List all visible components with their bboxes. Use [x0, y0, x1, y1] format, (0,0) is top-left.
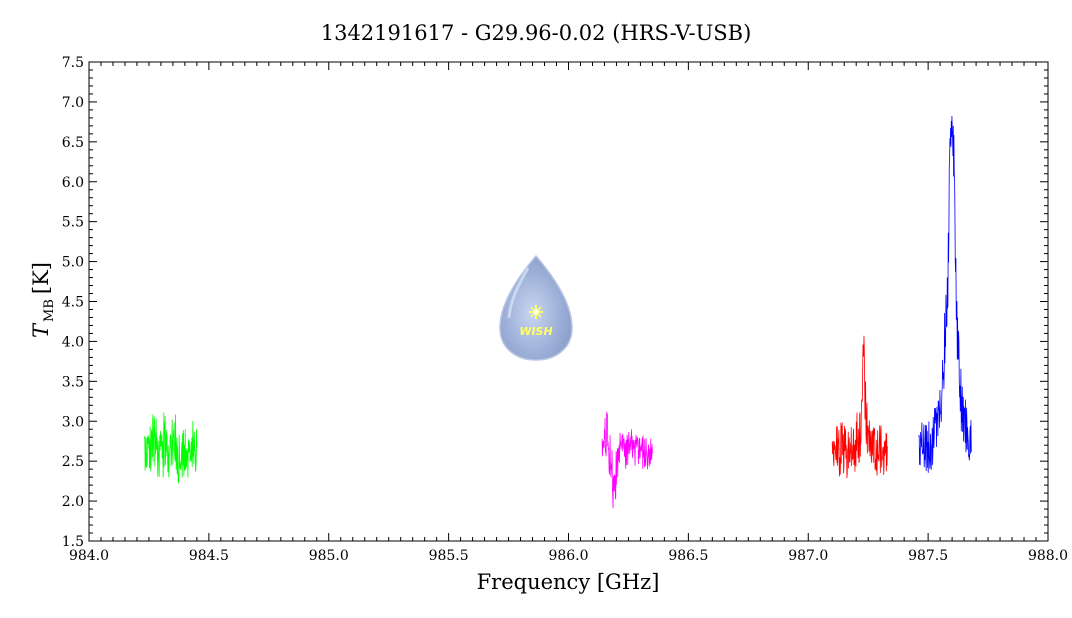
x-tick-label: 985.5: [429, 548, 469, 564]
y-tick-label: 2.5: [62, 454, 84, 470]
y-tick-label: 5.5: [62, 215, 84, 231]
plot-series: [144, 115, 972, 509]
y-tick-label: 4.0: [62, 334, 84, 350]
drop-highlight: [507, 267, 530, 319]
watermark-text: WISH: [519, 325, 552, 338]
spectrum-series-4: [918, 115, 972, 473]
x-tick-label: 985.0: [309, 548, 349, 564]
y-tick-label: 7.0: [62, 95, 84, 111]
plot-frame: [88, 61, 1049, 542]
y-label-subscript: MB: [42, 299, 57, 322]
x-tick-label: 984.0: [69, 548, 109, 564]
y-tick-label: 4.5: [62, 295, 84, 311]
y-label-unit: [K]: [29, 262, 53, 294]
y-tick-label: 1.5: [62, 534, 84, 550]
y-label-symbol: T: [29, 322, 53, 338]
y-tick-label: 3.0: [62, 414, 84, 430]
spectrum-series-3: [831, 335, 888, 479]
spectrum-series-1: [144, 412, 198, 484]
x-tick-label: 987.5: [908, 548, 948, 564]
y-tick-label: 2.0: [62, 494, 84, 510]
x-tick-label: 986.0: [548, 548, 588, 564]
svg-text:TMB[K]: TMB [K]: [29, 262, 57, 338]
x-axis-label: Frequency [GHz]: [477, 570, 660, 594]
x-tick-label: 986.5: [668, 548, 708, 564]
y-axis: 1.5 2.0 2.5 3.0 3.5 4.0 4.5 5.0 5.5 6.0 6.5 7.0 7.5: [62, 55, 1048, 550]
y-tick-label: 7.5: [62, 55, 84, 71]
x-tick-label: 984.5: [189, 548, 229, 564]
x-tick-label: 987.0: [788, 548, 828, 564]
y-tick-label: 3.5: [62, 374, 84, 390]
chart-title: 1342191617 - G29.96-0.02 (HRS-V-USB): [321, 21, 752, 45]
wish-logo: WISH: [499, 254, 573, 361]
y-tick-label: 6.5: [62, 135, 84, 151]
y-tick-label: 6.0: [62, 175, 84, 191]
y-tick-label: 5.0: [62, 255, 84, 271]
x-axis: 984.0 984.5 985.0 985.5 986.0 986.5 987.0 987.5…: [69, 62, 1068, 564]
x-tick-label: 988.0: [1028, 548, 1068, 564]
star-icon: [529, 305, 543, 319]
spectrum-series-2: [601, 411, 653, 509]
y-axis-label: TMB [K]: [29, 262, 57, 338]
